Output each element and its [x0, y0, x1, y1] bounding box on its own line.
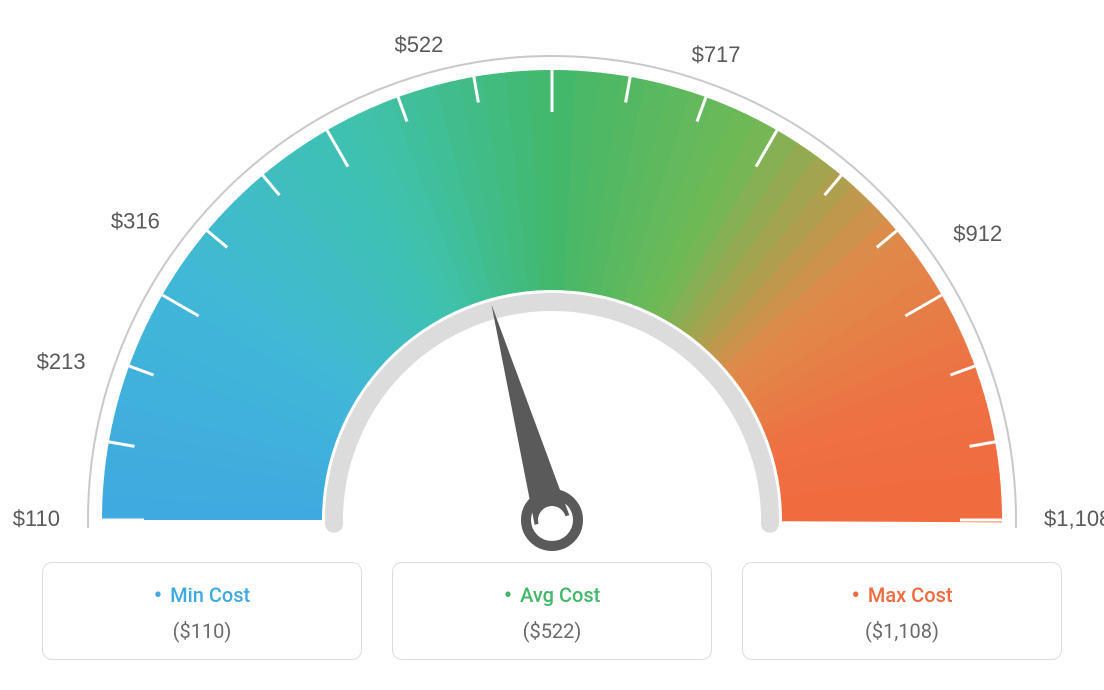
svg-text:$522: $522: [394, 32, 443, 57]
gauge-svg: $110 $213 $316 $522 $717 $912 $1,108: [0, 20, 1104, 580]
svg-text:$1,108: $1,108: [1044, 506, 1104, 531]
svg-text:$213: $213: [37, 349, 86, 374]
legend-card-avg: Avg Cost ($522): [392, 562, 712, 660]
legend-max-label: Max Cost: [753, 581, 1051, 609]
legend-max-value: ($1,108): [753, 619, 1051, 643]
svg-text:$912: $912: [953, 221, 1002, 246]
legend-row: Min Cost ($110) Avg Cost ($522) Max Cost…: [0, 562, 1104, 660]
svg-text:$316: $316: [111, 209, 160, 234]
gauge-chart: $110 $213 $316 $522 $717 $912 $1,108: [0, 0, 1104, 560]
svg-text:$717: $717: [692, 42, 741, 67]
legend-card-max: Max Cost ($1,108): [742, 562, 1062, 660]
legend-avg-label: Avg Cost: [403, 581, 701, 609]
legend-min-label: Min Cost: [53, 581, 351, 609]
legend-card-min: Min Cost ($110): [42, 562, 362, 660]
svg-text:$110: $110: [13, 506, 60, 531]
legend-avg-value: ($522): [403, 619, 701, 643]
legend-min-value: ($110): [53, 619, 351, 643]
